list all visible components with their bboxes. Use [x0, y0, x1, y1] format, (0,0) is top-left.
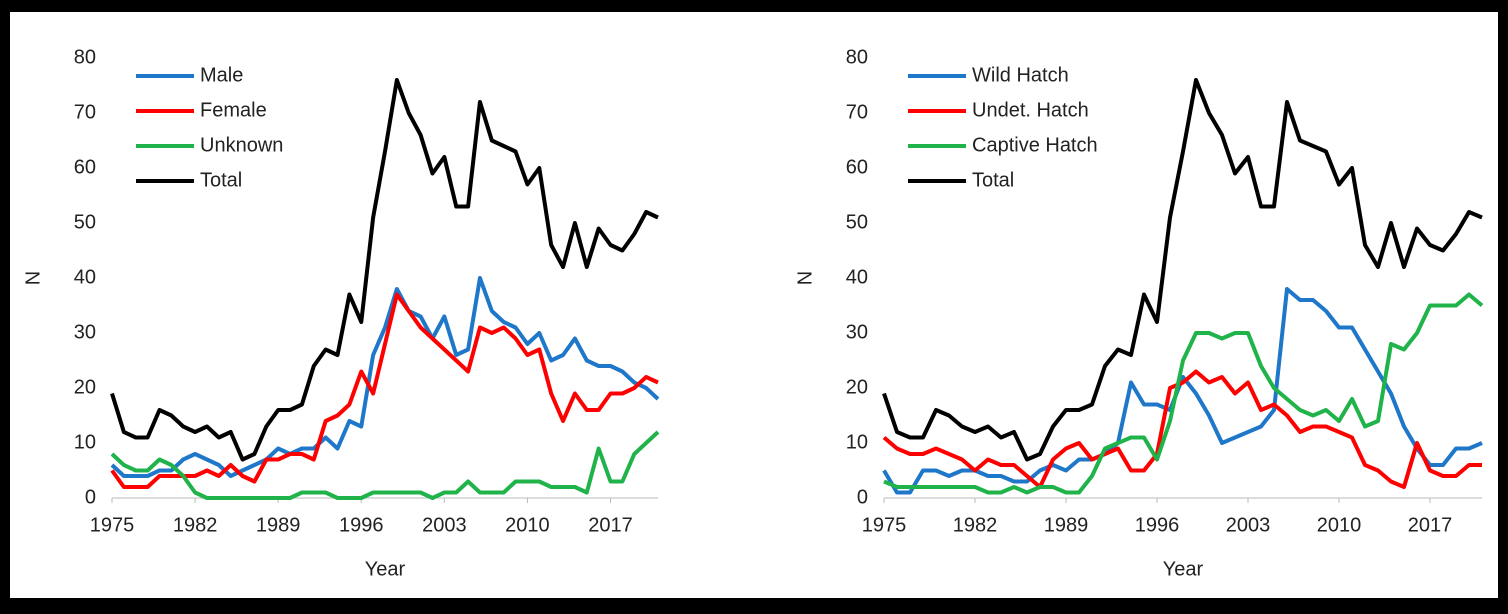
y-tick-label: 40: [74, 266, 96, 288]
y-tick-label: 10: [74, 431, 96, 453]
legend-label: Captive Hatch: [972, 134, 1098, 156]
x-tick-label: 1989: [256, 514, 301, 536]
y-tick-label: 10: [846, 431, 868, 453]
x-tick-label: 2017: [588, 514, 633, 536]
legend-label: Undet. Hatch: [972, 99, 1089, 121]
series-line: [882, 287, 1483, 495]
y-tick-label: 0: [85, 486, 96, 508]
y-tick-label: 20: [846, 376, 868, 398]
x-axis-label: Year: [1163, 558, 1204, 580]
legend-label: Male: [200, 64, 243, 86]
y-axis-label: N: [794, 271, 816, 285]
x-tick-label: 2017: [1408, 514, 1453, 536]
x-tick-label: 1975: [862, 514, 907, 536]
x-tick-label: 2010: [1317, 514, 1362, 536]
y-tick-label: 80: [74, 46, 96, 68]
series-line: [110, 292, 659, 489]
legend-label: Total: [972, 169, 1014, 191]
series-line: [110, 276, 660, 478]
x-tick-label: 2003: [422, 514, 467, 536]
legend-label: Unknown: [200, 134, 283, 156]
series-line: [110, 78, 659, 462]
y-tick-label: 30: [846, 321, 868, 343]
x-tick-label: 1975: [90, 514, 135, 536]
y-tick-label: 40: [846, 266, 868, 288]
x-tick-label: 2003: [1226, 514, 1271, 536]
legend-label: Total: [200, 169, 242, 191]
legend-label: Female: [200, 99, 267, 121]
x-tick-label: 1996: [339, 514, 384, 536]
y-tick-label: 60: [74, 156, 96, 178]
y-tick-label: 50: [846, 211, 868, 233]
y-tick-label: 30: [74, 321, 96, 343]
y-tick-label: 70: [74, 101, 96, 123]
x-axis-label: Year: [365, 558, 406, 580]
figure-background: [10, 12, 1498, 598]
y-tick-label: 0: [857, 486, 868, 508]
y-axis-label: N: [22, 271, 44, 285]
x-tick-label: 1982: [173, 514, 218, 536]
y-tick-label: 20: [74, 376, 96, 398]
y-tick-label: 60: [846, 156, 868, 178]
x-tick-label: 2010: [505, 514, 550, 536]
legend-label: Wild Hatch: [972, 64, 1069, 86]
series-line: [882, 78, 1483, 462]
series-line: [110, 430, 660, 500]
y-tick-label: 70: [846, 101, 868, 123]
x-tick-label: 1989: [1044, 514, 1089, 536]
series-line: [883, 292, 1484, 495]
y-tick-label: 80: [846, 46, 868, 68]
series-line: [882, 369, 1482, 489]
y-tick-label: 50: [74, 211, 96, 233]
x-tick-label: 1996: [1135, 514, 1180, 536]
x-tick-label: 1982: [953, 514, 998, 536]
